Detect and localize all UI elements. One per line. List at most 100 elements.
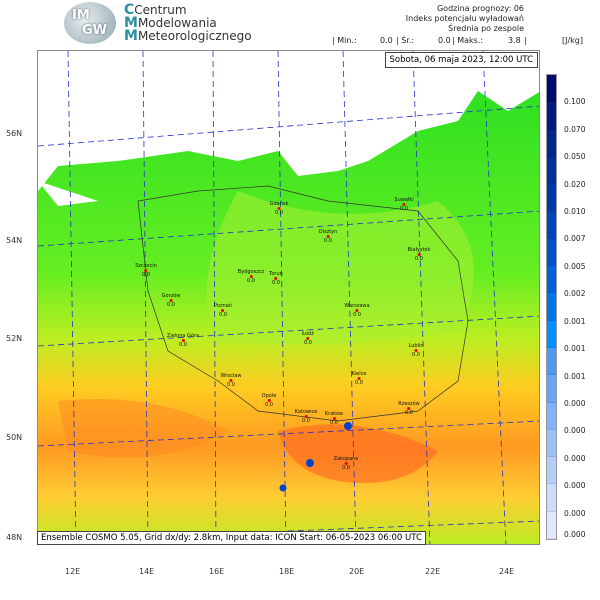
parameter-name: Indeks potencjału wyładowań	[405, 14, 524, 23]
city-name: Bydgoszcz	[237, 269, 265, 275]
colorbar-segment	[547, 347, 556, 376]
city-marker: Białystok 0.0	[408, 247, 431, 262]
city-marker: Lublin 0.0	[409, 343, 424, 358]
city-dot	[181, 339, 185, 342]
colorbar-label: 0.000	[564, 453, 586, 463]
city-value: 0.0	[219, 312, 227, 318]
city-dot	[417, 253, 421, 256]
org-line1: Centrum	[134, 3, 187, 17]
city-dot	[355, 309, 359, 312]
valid-time: Sobota, 06 maja 2023, 12:00 UTC	[384, 52, 538, 68]
colorbar-label: 0.000	[564, 508, 586, 518]
city-dot	[229, 379, 233, 382]
colorbar-segment	[547, 156, 556, 185]
city-name: Suwałki	[394, 197, 414, 203]
poland-border	[137, 185, 469, 422]
city-name: Łódź	[302, 331, 314, 337]
colorbar-label: 0.000	[564, 426, 586, 436]
lon-label: 20E	[349, 567, 365, 576]
city-name: Poznań	[214, 303, 232, 309]
city-name: Szczecin	[135, 263, 157, 269]
city-marker: Bydgoszcz 0.0	[238, 269, 264, 284]
city-name: Wrocław	[220, 373, 242, 379]
city-marker: Gdańsk 0.0	[270, 201, 289, 216]
city-marker: Zakopane 0.0	[334, 456, 359, 471]
city-value: 0.0	[272, 280, 280, 286]
city-dot	[274, 277, 278, 280]
city-name: Gorzów	[161, 293, 181, 299]
colorbar-label: 0.010	[564, 207, 586, 217]
city-name: Warszawa	[344, 303, 370, 309]
city-dot	[306, 337, 310, 340]
colorbar-segment	[547, 184, 556, 212]
city-value: 0.0	[179, 342, 187, 348]
colorbar-label: 0.050	[564, 152, 586, 162]
colorbar-label: 0.005	[564, 261, 586, 271]
city-marker: Katowice 0.0	[295, 409, 318, 424]
city-name: Opole	[261, 393, 277, 399]
city-name: Toruń	[269, 271, 283, 277]
city-dot	[407, 407, 411, 410]
city-dot	[402, 203, 406, 206]
colorbar-segment	[547, 511, 556, 540]
city-marker: Rzeszów 0.0	[398, 401, 420, 416]
max-label: | Maks.:	[452, 36, 484, 45]
colorbar-segment	[547, 402, 556, 430]
city-marker: Łódź 0.0	[302, 331, 314, 346]
lat-label: 50N	[6, 433, 23, 442]
city-value: 0.0	[247, 278, 255, 284]
colorbar-label: 0.007	[564, 234, 586, 244]
signal-spot	[279, 484, 287, 492]
city-dot	[249, 275, 253, 278]
city-marker: Toruń 0.0	[269, 271, 283, 286]
forecast-hour: Godzina prognozy: 06	[436, 4, 524, 13]
city-marker: Wrocław 0.0	[220, 373, 241, 388]
city-dot	[267, 399, 271, 402]
yellow-green-area	[206, 191, 474, 345]
city-value: 0.0	[415, 256, 423, 262]
imgw-logo: IM GW	[64, 2, 116, 44]
city-name: Białystok	[407, 247, 431, 253]
colorbar-label: 0.002	[564, 289, 586, 299]
city-dot	[277, 207, 281, 210]
stats-separator: |	[524, 36, 527, 45]
city-name: Lublin	[408, 343, 424, 349]
city-dot	[332, 417, 336, 420]
city-name: Kielce	[351, 371, 367, 377]
city-marker: Kielce 0.0	[352, 371, 367, 386]
colorbar-segment	[547, 266, 556, 294]
city-name: Kraków	[324, 411, 344, 417]
colorbar-label: 0.000	[564, 530, 586, 539]
city-marker: Poznań 0.0	[214, 303, 232, 318]
signal-spot	[306, 459, 314, 467]
city-value: 0.0	[304, 340, 312, 346]
colorbar-label: 0.000	[564, 481, 586, 491]
signal-spot	[344, 422, 352, 430]
city-marker: Gorzów 0.0	[162, 293, 181, 308]
forecast-map[interactable]: Gdańsk 0.0 Olsztyn 0.0 Suwałki 0.0 Białystok 0.…	[37, 50, 540, 545]
lon-label: 24E	[499, 567, 515, 576]
lon-label: 14E	[139, 567, 155, 576]
city-value: 0.0	[142, 272, 150, 278]
colorbar-segment	[547, 102, 556, 130]
city-value: 0.0	[324, 238, 332, 244]
city-value: 0.0	[275, 210, 283, 216]
colorbar-segment	[547, 457, 556, 485]
city-value: 0.0	[353, 312, 361, 318]
model-info: Ensemble COSMO 5.05, Grid dx/dy: 2.8km, …	[37, 531, 426, 545]
city-value: 0.0	[227, 382, 235, 388]
lon-label: 18E	[279, 567, 295, 576]
colorbar-segment	[547, 484, 556, 512]
city-value: 0.0	[330, 420, 338, 426]
org-line3: Meteorologicznego	[137, 29, 252, 43]
colorbar-segment	[547, 375, 556, 403]
city-name: Rzeszów	[398, 401, 420, 407]
colorbar-label: 0.000	[564, 398, 586, 408]
city-marker: Olsztyn 0.0	[319, 229, 338, 244]
carpathians-high	[278, 424, 438, 483]
colorbar-segment	[547, 293, 556, 321]
unit-label: [J/kg]	[562, 36, 584, 45]
city-value: 0.0	[412, 352, 420, 358]
city-value: 0.0	[355, 380, 363, 386]
city-dot	[221, 309, 225, 312]
